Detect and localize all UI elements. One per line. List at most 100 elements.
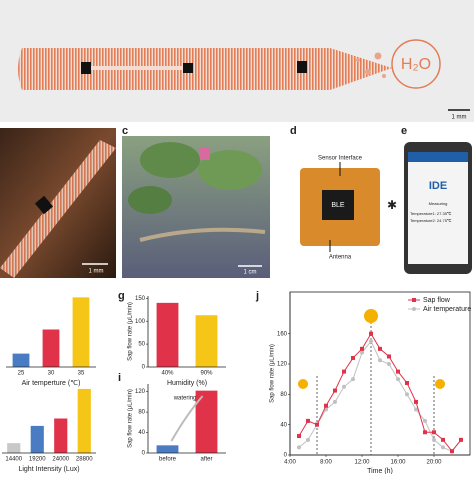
legend-label: Air temperature (423, 306, 471, 313)
marker (405, 392, 409, 397)
panel-label: g (118, 290, 125, 302)
bar (77, 388, 91, 453)
bar (54, 418, 68, 453)
marker (378, 358, 382, 363)
y-tick-label: 120 (277, 362, 288, 368)
droplet (382, 74, 386, 78)
app-bar (408, 152, 468, 162)
y-tick-label: 160 (277, 331, 288, 337)
bar (195, 315, 218, 367)
marker (414, 399, 418, 404)
x-tick-label: 90% (200, 371, 213, 377)
panel-label: i (118, 372, 121, 384)
bar (42, 329, 60, 367)
marker (441, 437, 445, 442)
ble-module (322, 190, 354, 220)
marker (297, 445, 301, 450)
bar (156, 302, 179, 367)
temperature: Temperature1: 27.35℃ (410, 211, 452, 216)
x-tick-label: 19200 (29, 457, 46, 463)
interface-label: Sensor Interface (318, 156, 363, 162)
chip (297, 61, 307, 73)
x-axis-label: Air temperture (℃) (22, 380, 81, 387)
marker (423, 418, 427, 423)
chip-label: BLE (331, 202, 345, 209)
panel-label: c (122, 125, 128, 137)
panel-label: j (255, 290, 259, 302)
annotation: watering (173, 396, 197, 402)
marker (387, 362, 391, 367)
x-tick-label: 20:00 (426, 460, 442, 466)
molecule-label: H₂O (401, 56, 431, 73)
marker (342, 369, 346, 374)
marker (423, 430, 427, 435)
droplet (365, 69, 371, 75)
x-tick-label: 4:00 (284, 460, 296, 466)
marker (360, 350, 364, 355)
scale-label: 1 mm (89, 269, 104, 275)
y-axis-label: Sap flow rate (μL/min) (128, 302, 134, 361)
marker (351, 377, 355, 382)
scale-label: 1 cm (243, 270, 256, 276)
x-tick-label: 35 (78, 371, 85, 377)
bar (72, 297, 90, 367)
y-tick-label: 40 (280, 422, 287, 428)
leaf (128, 186, 172, 214)
sensor-arrow (18, 48, 392, 90)
x-tick-label: after (200, 457, 212, 463)
bluetooth-icon: ✱ (387, 198, 397, 212)
marker (450, 449, 454, 454)
bar (195, 390, 218, 453)
water-circle (391, 39, 441, 89)
chip (34, 195, 54, 215)
stem (139, 227, 266, 242)
marker (387, 354, 391, 359)
sun-icon (364, 309, 378, 323)
status: Measuring (429, 201, 448, 206)
marker (396, 369, 400, 374)
droplet (356, 58, 360, 62)
sun-icon (435, 379, 445, 389)
marker (378, 346, 382, 351)
y-tick-label: 80 (138, 410, 145, 416)
x-tick-label: 30 (48, 371, 55, 377)
marker (342, 384, 346, 389)
marker (459, 437, 463, 442)
sensor-on-stem (0, 140, 116, 278)
y-tick-label: 0 (142, 451, 146, 457)
marker (432, 430, 436, 435)
y-tick-label: 150 (135, 296, 146, 302)
leaf (140, 142, 200, 178)
marker (432, 437, 436, 442)
annotation-arrow (170, 395, 204, 442)
chip (81, 62, 91, 74)
y-tick-label: 80 (280, 392, 287, 398)
x-tick-label: 16:00 (390, 460, 406, 466)
droplet (374, 52, 382, 60)
y-tick-label: 0 (284, 453, 288, 459)
marker (200, 148, 210, 160)
marker (414, 407, 418, 412)
marker (324, 403, 328, 408)
marker (351, 355, 355, 360)
marker (333, 388, 337, 393)
legend-label: Sap flow (423, 297, 451, 304)
panel-label: e (401, 125, 407, 137)
marker (297, 434, 301, 439)
series-line (298, 332, 462, 453)
marker (360, 346, 364, 351)
y-tick-label: 40 (138, 430, 145, 436)
temperature: Temperature2: 24.75℃ (410, 218, 452, 223)
bar (30, 425, 44, 453)
y-tick-label: 50 (138, 342, 145, 348)
x-axis-label: Humidity (%) (167, 380, 207, 387)
y-tick-label: 0 (142, 365, 146, 371)
x-axis-label: Time (h) (367, 468, 393, 474)
x-tick-label: 25 (18, 371, 25, 377)
x-tick-label: 12:00 (354, 460, 370, 466)
y-tick-label: 120 (135, 389, 146, 395)
leaf (198, 150, 262, 190)
legend-marker (412, 298, 416, 302)
legend-marker (412, 307, 416, 311)
